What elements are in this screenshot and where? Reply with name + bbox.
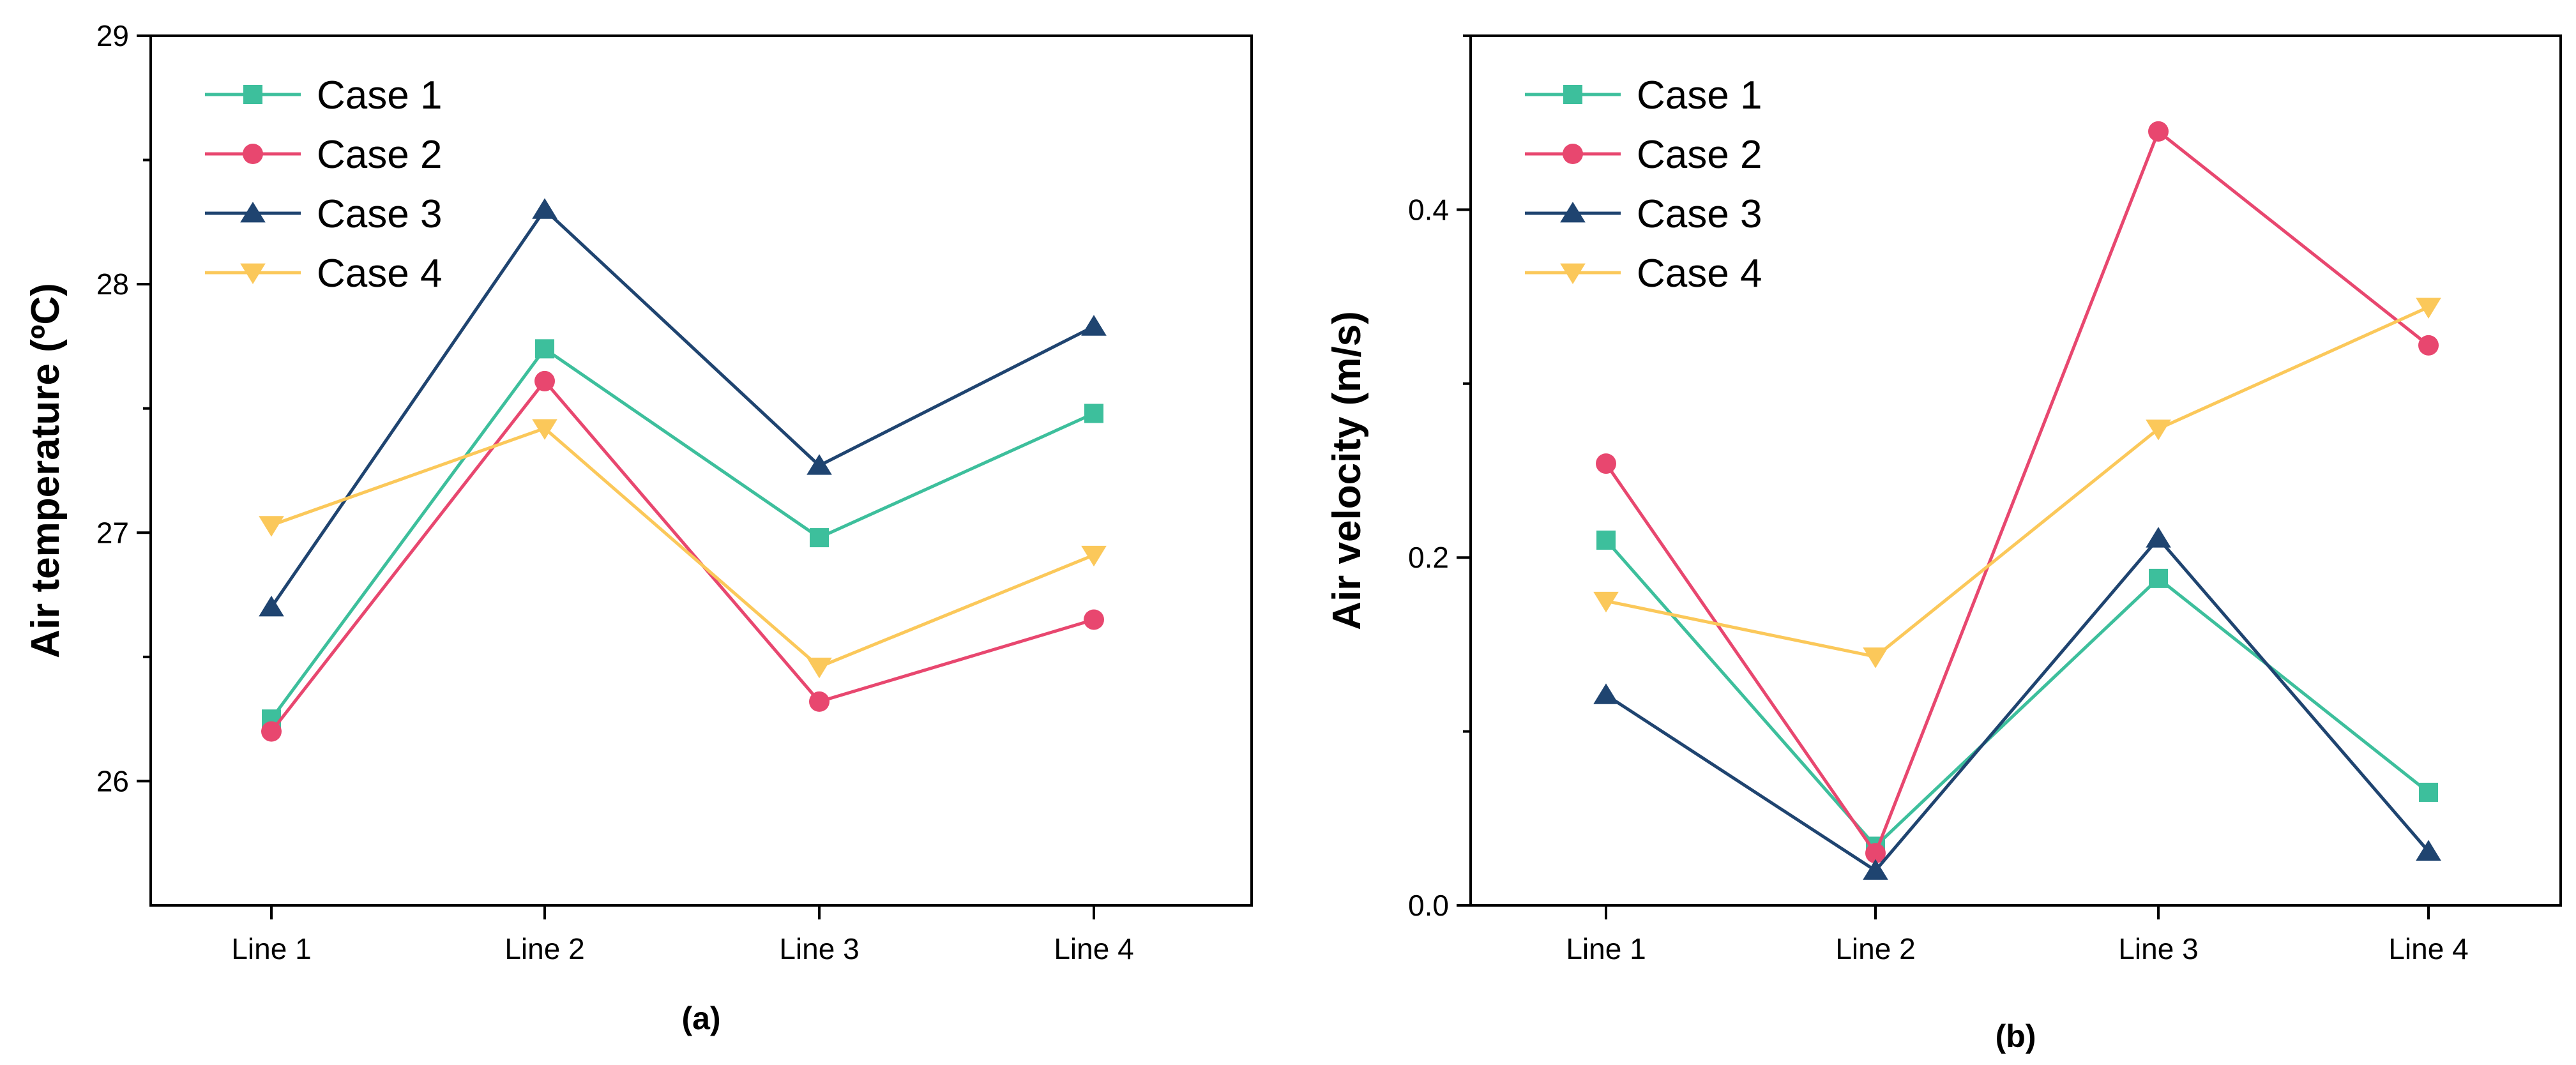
series-line <box>271 427 1095 669</box>
y-tick-label: 0.4 <box>1408 193 1449 226</box>
data-point <box>2149 568 2168 588</box>
legend-label: Case 1 <box>317 73 442 117</box>
data-point <box>259 596 284 617</box>
chart-panel-2: 0.0 0.2 0.4 Line 1 Line 2 Line 3 Line 4 Air vel… <box>1325 34 2562 1054</box>
data-point <box>259 516 284 537</box>
legend-marker <box>1560 263 1586 284</box>
series-line <box>1605 539 2430 849</box>
y-axis-title: Air temperature (ºC) <box>24 283 68 658</box>
x-tick-label: Line 1 <box>1566 932 1646 965</box>
series-1 <box>1596 530 2438 856</box>
data-point <box>1596 530 1616 550</box>
y-tick-label: 26 <box>96 764 129 797</box>
legend-label: Case 4 <box>317 252 442 296</box>
series-3 <box>1593 527 2441 880</box>
y-axis-title: Air velocity (m/s) <box>1325 311 1369 630</box>
series-line <box>269 346 1095 720</box>
legend-label: Case 2 <box>1637 133 1762 177</box>
chart-panel-1: 26 27 28 29 Line 1 Line 2 Line 3 Line 4 Air temp… <box>24 19 1253 1036</box>
series-2 <box>1596 121 2439 864</box>
data-point <box>809 691 830 712</box>
x-tick-label: Line 2 <box>504 932 584 965</box>
data-point <box>1596 453 1616 474</box>
series-4 <box>1593 298 2441 668</box>
legend: Case 1 Case 2 Case 3 Case 4 <box>205 73 442 296</box>
legend-label: Case 3 <box>1637 192 1762 236</box>
legend-marker <box>240 263 266 284</box>
series-line <box>1605 536 2430 873</box>
plot-frame <box>1469 34 2562 907</box>
data-point <box>535 339 554 359</box>
plot-frame <box>149 34 1253 907</box>
data-point <box>1865 843 1886 864</box>
legend-marker <box>243 85 262 104</box>
series-line <box>269 207 1095 608</box>
series-4 <box>259 419 1107 679</box>
data-point <box>2146 419 2171 441</box>
legend-marker <box>243 144 263 164</box>
data-point <box>1593 683 1619 704</box>
data-point <box>2148 121 2169 142</box>
legend-label: Case 1 <box>1637 73 1762 117</box>
x-tick-label: Line 3 <box>779 932 859 965</box>
data-point <box>2416 298 2441 319</box>
data-point <box>532 198 557 219</box>
series-3 <box>259 198 1107 617</box>
panel-label: (a) <box>681 1001 720 1036</box>
data-point <box>810 528 829 548</box>
data-point <box>1863 647 1888 668</box>
legend: Case 1 Case 2 Case 3 Case 4 <box>1525 73 1762 296</box>
x-tick-label: Line 2 <box>1835 932 1915 965</box>
series-line <box>1604 128 2430 857</box>
legend-label: Case 3 <box>317 192 442 236</box>
data-point <box>1084 609 1104 630</box>
series-line <box>1605 305 2430 659</box>
series-1 <box>262 339 1103 729</box>
data-point <box>2416 840 2441 861</box>
data-point <box>1081 315 1107 336</box>
data-point <box>1593 591 1619 613</box>
data-point <box>2418 335 2439 356</box>
legend-marker <box>240 202 266 223</box>
panel-label: (b) <box>1996 1018 2036 1054</box>
y-tick-label: 0.0 <box>1408 889 1449 922</box>
data-point <box>1863 859 1888 880</box>
x-tick-label: Line 4 <box>1054 932 1133 965</box>
data-point <box>1081 545 1107 567</box>
x-tick-label: Line 4 <box>2388 932 2468 965</box>
data-point <box>1084 404 1103 423</box>
data-point <box>2146 527 2171 548</box>
data-point <box>534 370 555 391</box>
data-point <box>807 658 832 679</box>
legend-label: Case 4 <box>1637 252 1762 296</box>
y-tick-label: 0.2 <box>1408 541 1449 574</box>
data-point <box>261 721 282 742</box>
y-tick-label: 29 <box>96 19 129 52</box>
data-point <box>807 454 832 475</box>
data-point <box>2419 782 2438 802</box>
legend-marker <box>1563 144 1583 164</box>
y-tick-label: 27 <box>96 516 129 549</box>
series-2 <box>261 370 1104 742</box>
legend-marker <box>1560 202 1586 223</box>
data-point <box>532 419 557 440</box>
y-tick-label: 28 <box>96 268 129 301</box>
legend-marker <box>1563 85 1582 104</box>
series-line <box>270 378 1095 733</box>
x-tick-label: Line 3 <box>2118 932 2198 965</box>
legend-label: Case 2 <box>317 133 442 177</box>
x-tick-label: Line 1 <box>231 932 311 965</box>
